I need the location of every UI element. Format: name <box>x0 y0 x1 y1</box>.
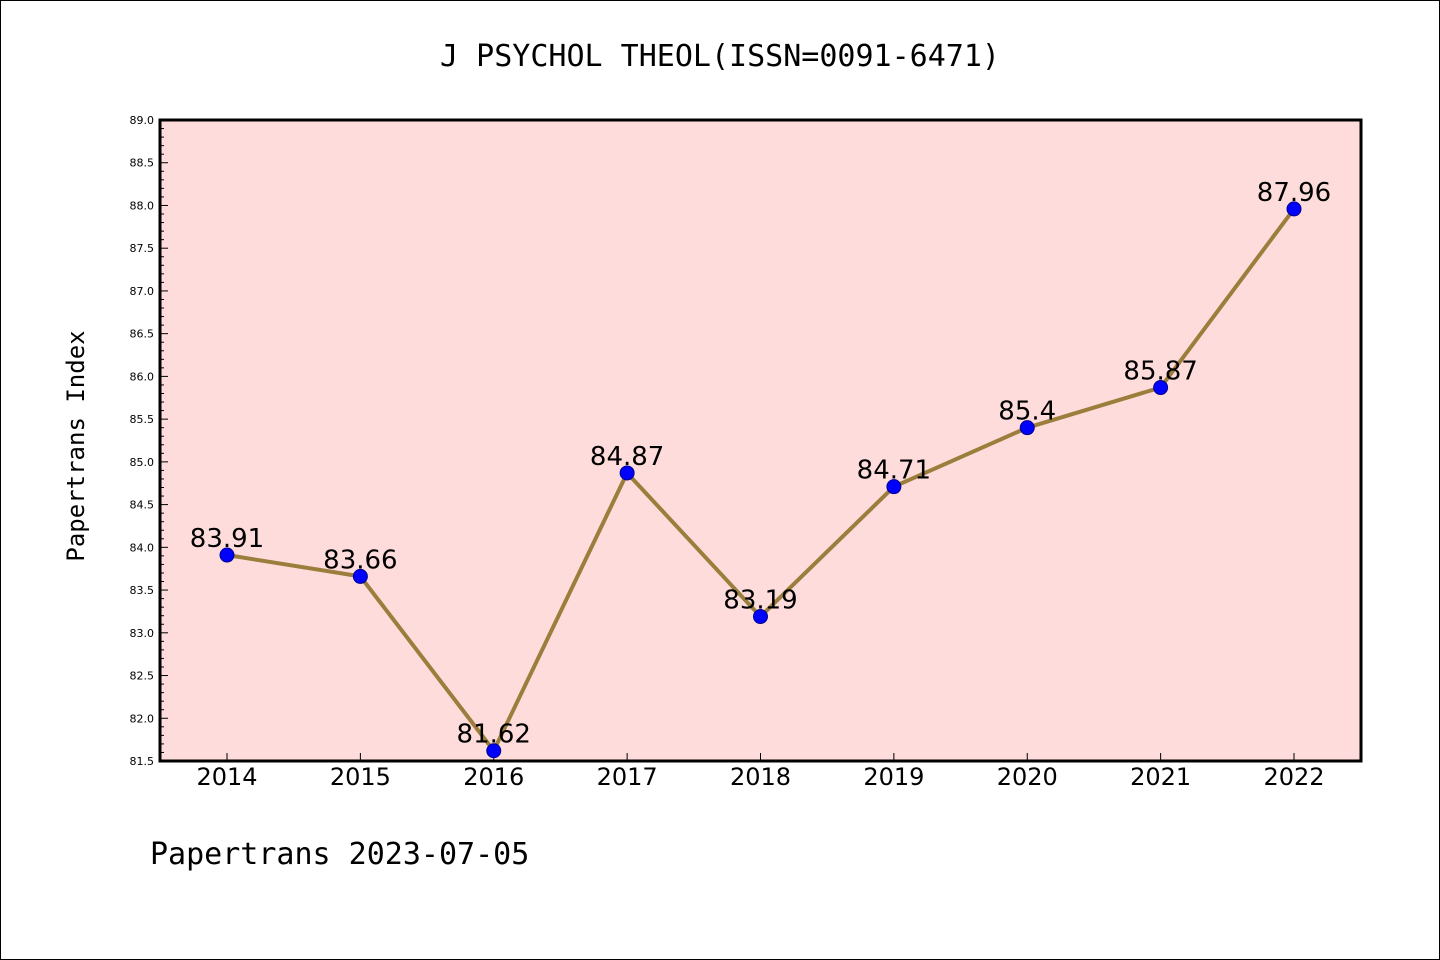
x-tick-label: 2017 <box>597 763 658 791</box>
y-tick-label: 88.0 <box>130 199 155 212</box>
y-tick-label: 81.5 <box>130 755 155 768</box>
y-tick-label: 82.0 <box>130 712 155 725</box>
y-tick-label: 86.5 <box>130 328 155 341</box>
data-point <box>753 609 768 625</box>
data-label: 83.19 <box>723 586 797 616</box>
x-tick-label: 2022 <box>1263 763 1324 791</box>
data-label: 81.62 <box>457 720 531 750</box>
plot-area <box>160 120 1361 761</box>
x-axis: 2014 2015 2016 2017 2018 2019 2020 2021 2022 <box>196 753 1325 791</box>
data-label: 87.96 <box>1257 178 1331 208</box>
data-label: 85.4 <box>998 397 1056 427</box>
data-label-group: 83.91 83.66 81.62 84.87 83.19 84.71 85.4 85.87 8… <box>190 178 1331 750</box>
data-point <box>1019 420 1035 436</box>
data-point <box>486 743 502 759</box>
data-point <box>352 568 368 584</box>
y-tick-label: 87.0 <box>130 285 155 298</box>
y-tick-label: 85.5 <box>130 413 155 426</box>
y-tick-label: 82.5 <box>130 670 155 683</box>
y-tick-label: 87.5 <box>130 242 155 255</box>
data-label: 83.91 <box>190 524 264 554</box>
y-tick-label: 83.5 <box>130 584 155 597</box>
x-tick-label: 2021 <box>1130 763 1191 791</box>
y-axis: 81.5 82.0 82.5 83.0 83.5 84.0 84.5 85.0 85.5 86.0… <box>130 114 168 768</box>
y-tick-label: 88.5 <box>130 157 155 170</box>
x-tick-label: 2016 <box>463 763 524 791</box>
marker-group <box>219 201 1302 759</box>
y-tick-label: 86.0 <box>130 370 155 383</box>
y-axis-label: Papertrans Index <box>62 330 90 561</box>
data-label: 83.66 <box>323 545 397 575</box>
chart-title: J PSYCHOL THEOL(ISSN=0091-6471) <box>440 39 1000 74</box>
y-tick-label: 83.0 <box>130 627 155 640</box>
y-tick-label: 84.5 <box>130 499 155 512</box>
data-label: 84.87 <box>590 442 664 472</box>
footer-text: Papertrans 2023-07-05 <box>150 837 529 872</box>
data-label: 85.87 <box>1123 357 1197 387</box>
x-tick-label: 2018 <box>730 763 791 791</box>
data-label: 84.71 <box>857 456 931 486</box>
y-tick-label: 84.0 <box>130 541 155 554</box>
data-point <box>1153 380 1169 396</box>
data-point <box>886 479 902 495</box>
plot-border <box>158 118 1363 763</box>
data-point <box>619 465 635 481</box>
x-tick-label: 2015 <box>330 763 391 791</box>
y-tick-label: 89.0 <box>130 114 155 127</box>
x-tick-label: 2014 <box>196 763 257 791</box>
data-point <box>1286 201 1302 217</box>
x-tick-label: 2019 <box>863 763 924 791</box>
x-tick-label: 2020 <box>997 763 1058 791</box>
data-point <box>219 547 235 563</box>
y-tick-label: 85.0 <box>130 456 155 469</box>
